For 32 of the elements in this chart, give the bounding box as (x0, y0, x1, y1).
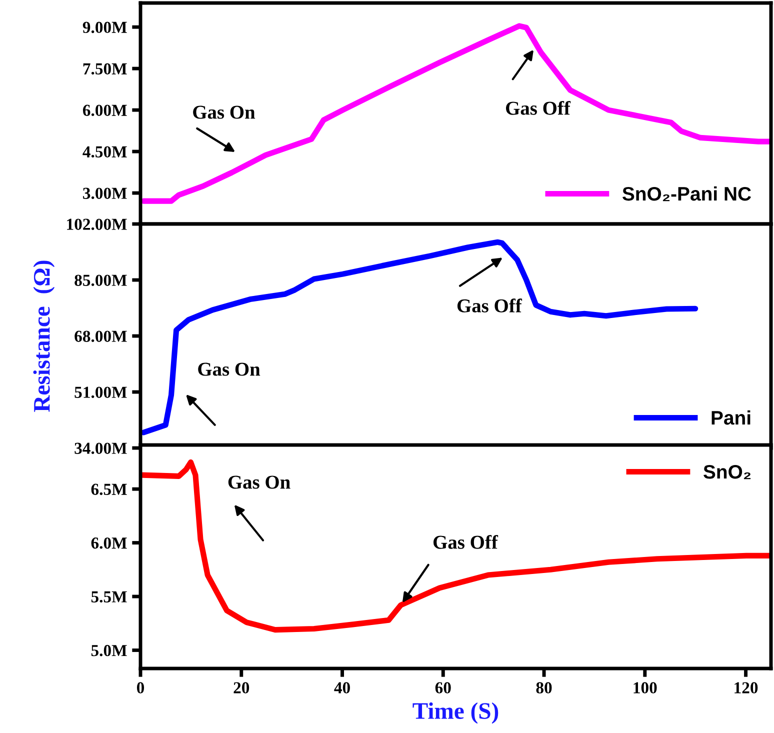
y-tick-label: 5.0M (91, 644, 127, 656)
annotation: Gas Off (433, 534, 498, 549)
legend-label: Pani (712, 410, 750, 425)
y-tick-label: 85.00M (74, 274, 127, 286)
x-tick-label: 20 (234, 682, 250, 694)
x-tick-label: 80 (536, 682, 552, 694)
annotation: Gas On (193, 106, 256, 119)
y-tick-label: 5.5M (91, 591, 127, 603)
annotation: Gas Off (506, 100, 571, 115)
y-tick-label: 4.50M (82, 146, 127, 158)
y-tick-label: 6.5M (91, 484, 127, 496)
y-axis-title: Resistance (Ω) (33, 260, 55, 412)
x-tick-label: 0 (136, 682, 144, 694)
x-tick-label: 100 (634, 682, 657, 694)
x-tick-label: 120 (734, 682, 758, 694)
x-tick-label: 60 (435, 682, 451, 694)
y-tick-label: 6.0M (91, 537, 127, 549)
annotation: Gas Off (457, 298, 522, 312)
y-tick-label: 68.00M (74, 330, 127, 342)
y-tick-label: 34.00M (74, 442, 127, 454)
y-tick-label: 6.00M (82, 104, 127, 116)
x-axis-title: Time (S) (412, 702, 498, 724)
annotation: Gas On (198, 362, 260, 376)
annotation: Gas On (228, 476, 290, 489)
legend-label: SnO₂ (704, 464, 751, 480)
y-tick-label: 7.50M (83, 63, 127, 75)
legend-label: SnO₂-Pani NC (622, 186, 752, 202)
y-tick-label: 9.00M (82, 22, 127, 34)
y-tick-label: 3.00M (83, 188, 127, 200)
y-tick-label: 51.00M (74, 386, 127, 398)
x-tick-label: 40 (334, 682, 350, 694)
y-tick-label: 102.00M (67, 218, 127, 230)
